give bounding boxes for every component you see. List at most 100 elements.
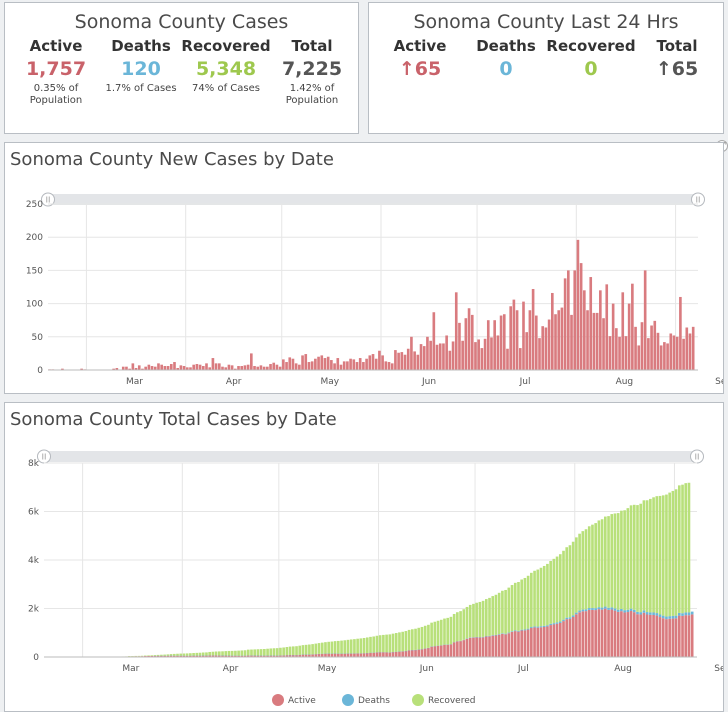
total-cases-bar-active xyxy=(369,653,372,657)
total-cases-bar-recovered xyxy=(224,651,227,655)
total-cases-bar-recovered xyxy=(273,648,276,655)
total-cases-bar-recovered xyxy=(504,590,507,634)
total-cases-bar-active xyxy=(540,627,543,657)
total-cases-bar-recovered xyxy=(315,644,318,655)
total-cases-bar-recovered xyxy=(633,505,636,610)
total-cases-bar-active xyxy=(472,638,475,657)
total-cases-bar-recovered xyxy=(614,513,617,608)
new-cases-chart: 050100150200250MarAprMayJunJulAugSep xyxy=(5,143,723,393)
total-cases-scrollbar[interactable] xyxy=(38,450,704,463)
total-cases-bar-recovered xyxy=(382,635,385,652)
total-cases-scroll-handle-left[interactable] xyxy=(38,450,51,463)
total-cases-bar-active xyxy=(398,652,401,657)
total-cases-bar-recovered xyxy=(302,645,305,654)
new-cases-bar-new-cases xyxy=(240,366,243,370)
new-cases-bar-new-cases xyxy=(237,366,240,370)
total-cases-bar-deaths xyxy=(688,612,691,615)
total-cases-bar-recovered xyxy=(337,641,340,654)
new-cases-bar-new-cases xyxy=(641,322,644,370)
new-cases-bar-new-cases xyxy=(253,366,256,370)
total-cases-bar-active xyxy=(430,647,433,657)
legend-item-deaths[interactable]: Deaths xyxy=(342,694,390,706)
total-cases-bar-recovered xyxy=(617,513,620,610)
total-cases-bar-recovered xyxy=(269,648,272,655)
new-cases-bar-new-cases xyxy=(634,327,637,370)
total-cases-bar-deaths xyxy=(655,613,658,616)
total-cases-bar-active xyxy=(511,632,514,657)
new-cases-bar-new-cases xyxy=(343,361,346,370)
total-cases-bar-recovered xyxy=(559,554,562,621)
total-cases-bar-recovered xyxy=(170,654,173,656)
total-cases-bar-recovered xyxy=(462,609,465,640)
new-cases-bar-new-cases xyxy=(561,308,564,370)
total-cases-bar-active xyxy=(643,613,646,657)
total-value: 7,225 xyxy=(267,58,357,80)
new-cases-bar-new-cases xyxy=(666,343,669,370)
new-cases-bar-new-cases xyxy=(535,316,538,370)
new-cases-bar-new-cases xyxy=(525,332,528,370)
total-cases-bar-active xyxy=(520,631,523,657)
new-cases-bar-new-cases xyxy=(545,328,548,371)
total-cases-bar-recovered xyxy=(556,557,559,623)
total-cases-bar-deaths xyxy=(572,615,575,617)
active-stat: Active 1,757 0.35% of Population xyxy=(11,37,101,107)
total-cases-bar-active xyxy=(459,641,462,657)
total-cases-bar-recovered xyxy=(369,637,372,653)
total-cases-bar-recovered xyxy=(292,646,295,655)
total-cases-bar-recovered xyxy=(459,611,462,641)
total-cases-bar-recovered xyxy=(289,647,292,655)
total-cases-bar-active xyxy=(604,609,607,657)
new-cases-bar-new-cases xyxy=(420,344,423,370)
legend-item-active[interactable]: Active xyxy=(272,694,316,706)
total-cases-bar-recovered xyxy=(572,542,575,616)
total-cases-bar-recovered xyxy=(334,641,337,653)
legend-item-recovered[interactable]: Recovered xyxy=(412,694,475,706)
new-cases-bar-new-cases xyxy=(336,358,339,370)
new-cases-y-tick-label: 200 xyxy=(26,233,43,243)
deaths-stat: Deaths 120 1.7% of Cases xyxy=(96,37,186,95)
new-cases-bar-new-cases xyxy=(637,345,640,370)
total-cases-bar-recovered xyxy=(485,599,488,636)
total-cases-bar-recovered xyxy=(591,525,594,608)
total-cases-bar-active xyxy=(530,628,533,657)
total-cases-bar-recovered xyxy=(414,629,417,650)
legend-label-active: Active xyxy=(288,696,316,706)
new-cases-bar-new-cases xyxy=(663,342,666,370)
total-cases-bar-active xyxy=(350,653,353,657)
total-cases-bar-recovered xyxy=(305,645,308,655)
total-cases-bar-active xyxy=(598,609,601,657)
new-cases-bar-new-cases xyxy=(394,350,397,370)
new-cases-bar-new-cases xyxy=(346,361,349,370)
total-cases-bar-deaths xyxy=(633,610,636,612)
total-cases-bar-recovered xyxy=(282,647,285,655)
new-cases-bar-new-cases xyxy=(516,310,519,370)
total-cases-bar-deaths xyxy=(569,617,572,619)
total-cases-bar-deaths xyxy=(668,616,671,619)
new-cases-bar-new-cases xyxy=(522,302,525,370)
total-cases-bar-active xyxy=(334,654,337,657)
total-cases-bar-active xyxy=(446,645,449,657)
total-cases-bar-active xyxy=(646,615,649,657)
total-cases-scroll-handle-right[interactable] xyxy=(691,450,704,463)
total-cases-bar-recovered xyxy=(627,508,630,610)
new-cases-bar-new-cases xyxy=(352,359,355,370)
total-cases-bar-recovered xyxy=(604,517,607,607)
new-cases-bar-new-cases xyxy=(285,362,288,370)
total-cases-bar-deaths xyxy=(662,616,665,619)
total-cases-bar-active xyxy=(527,630,530,657)
active-value: 1,757 xyxy=(11,58,101,80)
total-cases-bar-active xyxy=(652,615,655,657)
total-cases-bar-recovered xyxy=(424,626,427,649)
new-cases-bar-new-cases xyxy=(647,338,650,370)
total-cases-bar-recovered xyxy=(530,573,533,627)
total-cases-bar-active xyxy=(395,652,398,657)
total-cases-bar-active xyxy=(675,618,678,657)
new-cases-bar-new-cases xyxy=(474,342,477,370)
cases-summary-panel: Sonoma County Cases Active 1,757 0.35% o… xyxy=(4,2,359,134)
total-cases-bar-recovered xyxy=(623,510,626,610)
total-cases-bar-recovered xyxy=(469,605,472,637)
total-cases-bar-active xyxy=(479,638,482,657)
total-cases-bar-active xyxy=(343,654,346,657)
total-cases-bar-recovered xyxy=(408,630,411,650)
new-cases-scrollbar-track xyxy=(48,194,698,205)
